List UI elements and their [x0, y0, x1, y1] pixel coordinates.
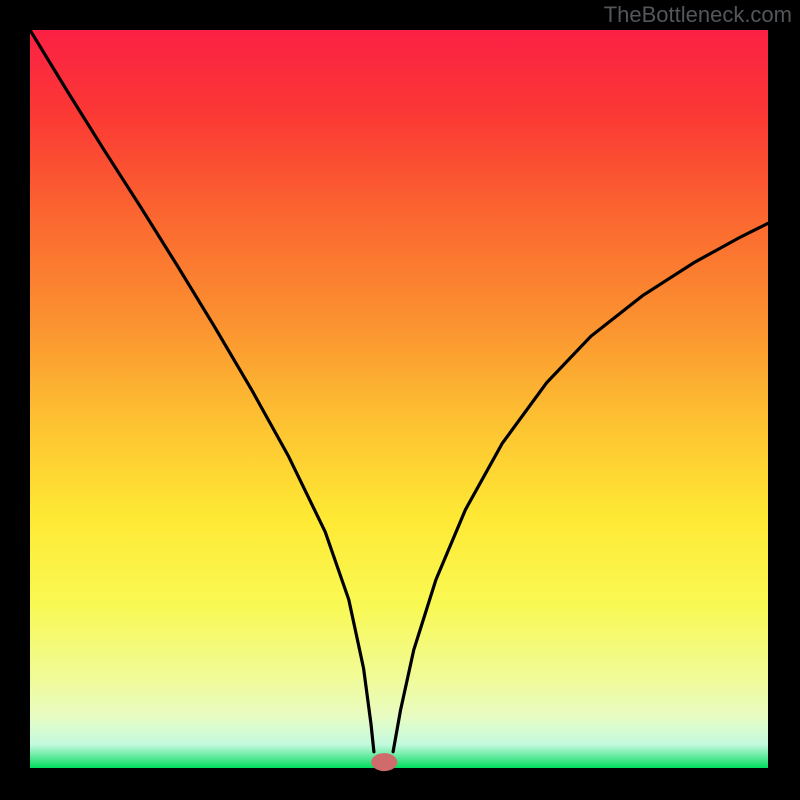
bottleneck-marker: [371, 753, 397, 771]
plot-background: [30, 30, 768, 768]
watermark-label: TheBottleneck.com: [604, 2, 792, 28]
curve-chart: [0, 0, 800, 800]
chart-container: TheBottleneck.com: [0, 0, 800, 800]
